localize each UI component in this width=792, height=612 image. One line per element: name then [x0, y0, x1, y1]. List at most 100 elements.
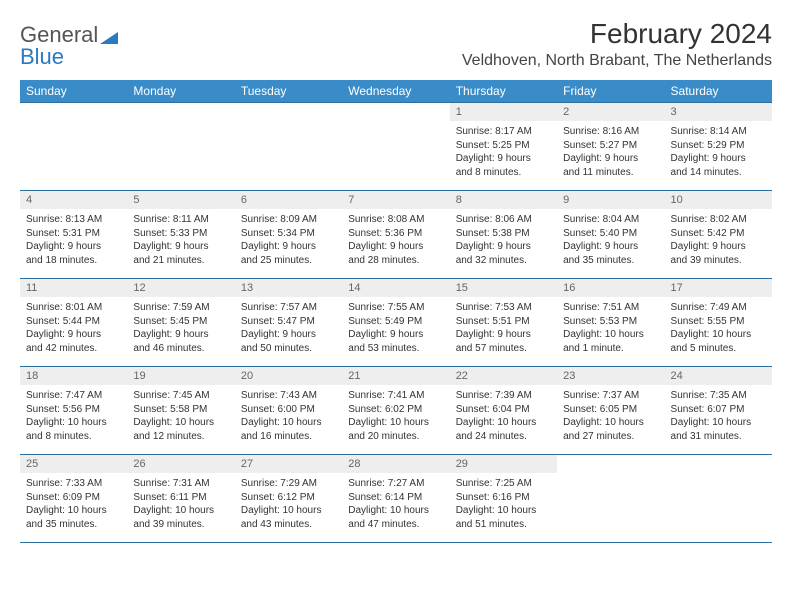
sunrise-text: Sunrise: 7:47 AM: [26, 389, 121, 403]
sunrise-text: Sunrise: 7:49 AM: [671, 301, 766, 315]
day-number: 20: [235, 366, 342, 385]
sunset-text: Sunset: 5:40 PM: [563, 227, 658, 241]
logo: GeneralBlue: [20, 18, 118, 68]
daylight-text-1: Daylight: 10 hours: [348, 416, 443, 430]
daylight-text-1: Daylight: 9 hours: [348, 328, 443, 342]
daylight-text-1: Daylight: 9 hours: [456, 240, 551, 254]
calendar-day: 26Sunrise: 7:31 AMSunset: 6:11 PMDayligh…: [127, 454, 234, 542]
daylight-text-2: and 51 minutes.: [456, 518, 551, 532]
day-number: 2: [557, 102, 664, 121]
day-content: Sunrise: 7:55 AMSunset: 5:49 PMDaylight:…: [342, 297, 449, 361]
sunrise-text: Sunrise: 8:17 AM: [456, 125, 551, 139]
day-header: Saturday: [665, 80, 772, 102]
sunset-text: Sunset: 6:09 PM: [26, 491, 121, 505]
sunset-text: Sunset: 6:07 PM: [671, 403, 766, 417]
daylight-text-1: Daylight: 10 hours: [26, 416, 121, 430]
daylight-text-2: and 57 minutes.: [456, 342, 551, 356]
day-number: 29: [450, 454, 557, 473]
day-content: Sunrise: 8:02 AMSunset: 5:42 PMDaylight:…: [665, 209, 772, 273]
day-content: Sunrise: 8:09 AMSunset: 5:34 PMDaylight:…: [235, 209, 342, 273]
sunrise-text: Sunrise: 7:33 AM: [26, 477, 121, 491]
daylight-text-2: and 35 minutes.: [26, 518, 121, 532]
daylight-text-2: and 12 minutes.: [133, 430, 228, 444]
sunrise-text: Sunrise: 7:51 AM: [563, 301, 658, 315]
calendar-day: 6Sunrise: 8:09 AMSunset: 5:34 PMDaylight…: [235, 190, 342, 278]
calendar-day: 16Sunrise: 7:51 AMSunset: 5:53 PMDayligh…: [557, 278, 664, 366]
sunset-text: Sunset: 5:25 PM: [456, 139, 551, 153]
day-number: 10: [665, 190, 772, 209]
daylight-text-2: and 31 minutes.: [671, 430, 766, 444]
sunrise-text: Sunrise: 7:39 AM: [456, 389, 551, 403]
daylight-text-1: Daylight: 9 hours: [348, 240, 443, 254]
day-number: 23: [557, 366, 664, 385]
day-header: Thursday: [450, 80, 557, 102]
sunrise-text: Sunrise: 8:09 AM: [241, 213, 336, 227]
day-number: 19: [127, 366, 234, 385]
calendar-week: 11Sunrise: 8:01 AMSunset: 5:44 PMDayligh…: [20, 278, 772, 366]
day-content: Sunrise: 7:35 AMSunset: 6:07 PMDaylight:…: [665, 385, 772, 449]
day-number: 15: [450, 278, 557, 297]
day-number: 8: [450, 190, 557, 209]
day-number: 22: [450, 366, 557, 385]
daylight-text-2: and 1 minute.: [563, 342, 658, 356]
daylight-text-2: and 53 minutes.: [348, 342, 443, 356]
day-content: Sunrise: 8:17 AMSunset: 5:25 PMDaylight:…: [450, 121, 557, 185]
day-number: 9: [557, 190, 664, 209]
calendar-day: 25Sunrise: 7:33 AMSunset: 6:09 PMDayligh…: [20, 454, 127, 542]
calendar-day-empty: [127, 102, 234, 190]
daylight-text-1: Daylight: 10 hours: [133, 416, 228, 430]
sunset-text: Sunset: 5:56 PM: [26, 403, 121, 417]
day-number: 4: [20, 190, 127, 209]
day-content: Sunrise: 8:14 AMSunset: 5:29 PMDaylight:…: [665, 121, 772, 185]
calendar-week: 25Sunrise: 7:33 AMSunset: 6:09 PMDayligh…: [20, 454, 772, 542]
daylight-text-2: and 32 minutes.: [456, 254, 551, 268]
day-number-empty: [557, 454, 664, 474]
calendar-week: 4Sunrise: 8:13 AMSunset: 5:31 PMDaylight…: [20, 190, 772, 278]
sunset-text: Sunset: 6:11 PM: [133, 491, 228, 505]
sunset-text: Sunset: 5:51 PM: [456, 315, 551, 329]
sunrise-text: Sunrise: 8:16 AM: [563, 125, 658, 139]
calendar-day: 2Sunrise: 8:16 AMSunset: 5:27 PMDaylight…: [557, 102, 664, 190]
sunset-text: Sunset: 5:31 PM: [26, 227, 121, 241]
sunset-text: Sunset: 6:16 PM: [456, 491, 551, 505]
day-content: Sunrise: 7:37 AMSunset: 6:05 PMDaylight:…: [557, 385, 664, 449]
daylight-text-1: Daylight: 9 hours: [241, 328, 336, 342]
day-number: 28: [342, 454, 449, 473]
calendar-day: 22Sunrise: 7:39 AMSunset: 6:04 PMDayligh…: [450, 366, 557, 454]
month-title: February 2024: [462, 18, 772, 50]
sunrise-text: Sunrise: 7:37 AM: [563, 389, 658, 403]
day-number: 7: [342, 190, 449, 209]
sunrise-text: Sunrise: 7:55 AM: [348, 301, 443, 315]
daylight-text-1: Daylight: 10 hours: [456, 504, 551, 518]
daylight-text-2: and 35 minutes.: [563, 254, 658, 268]
day-number: 11: [20, 278, 127, 297]
calendar-day: 9 Sunrise: 8:04 AMSunset: 5:40 PMDaylight…: [557, 190, 664, 278]
day-number-empty: [235, 102, 342, 122]
day-number: 1: [450, 102, 557, 121]
calendar-day: 24Sunrise: 7:35 AMSunset: 6:07 PMDayligh…: [665, 366, 772, 454]
sunset-text: Sunset: 6:04 PM: [456, 403, 551, 417]
daylight-text-1: Daylight: 9 hours: [563, 240, 658, 254]
calendar-day: 17Sunrise: 7:49 AMSunset: 5:55 PMDayligh…: [665, 278, 772, 366]
sunrise-text: Sunrise: 8:04 AM: [563, 213, 658, 227]
day-header: Tuesday: [235, 80, 342, 102]
day-header: Monday: [127, 80, 234, 102]
daylight-text-1: Daylight: 9 hours: [26, 240, 121, 254]
daylight-text-1: Daylight: 9 hours: [671, 240, 766, 254]
sunrise-text: Sunrise: 8:08 AM: [348, 213, 443, 227]
daylight-text-1: Daylight: 9 hours: [563, 152, 658, 166]
sunset-text: Sunset: 5:36 PM: [348, 227, 443, 241]
sunset-text: Sunset: 5:38 PM: [456, 227, 551, 241]
day-content: Sunrise: 7:31 AMSunset: 6:11 PMDaylight:…: [127, 473, 234, 537]
calendar-day: 12Sunrise: 7:59 AMSunset: 5:45 PMDayligh…: [127, 278, 234, 366]
day-number: 16: [557, 278, 664, 297]
day-header-row: SundayMondayTuesdayWednesdayThursdayFrid…: [20, 80, 772, 102]
calendar-day: 19Sunrise: 7:45 AMSunset: 5:58 PMDayligh…: [127, 366, 234, 454]
daylight-text-1: Daylight: 10 hours: [563, 416, 658, 430]
daylight-text-2: and 46 minutes.: [133, 342, 228, 356]
daylight-text-2: and 14 minutes.: [671, 166, 766, 180]
daylight-text-1: Daylight: 10 hours: [348, 504, 443, 518]
sunrise-text: Sunrise: 7:29 AM: [241, 477, 336, 491]
daylight-text-2: and 50 minutes.: [241, 342, 336, 356]
calendar-day: 4Sunrise: 8:13 AMSunset: 5:31 PMDaylight…: [20, 190, 127, 278]
